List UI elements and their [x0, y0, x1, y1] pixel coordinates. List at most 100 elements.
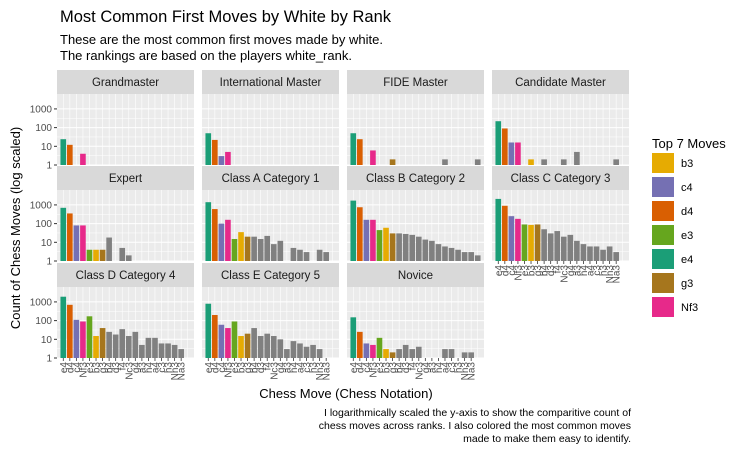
bar-g3	[389, 159, 396, 165]
bar-Na3	[316, 249, 323, 261]
legend-swatch-b3	[652, 153, 674, 173]
bar-c4	[218, 324, 225, 358]
chart-subtitle-line-1: These are the most common first moves ma…	[60, 32, 383, 47]
legend-swatch-e4	[652, 249, 674, 269]
x-tick-label: Na3	[467, 362, 478, 381]
bar-b4	[106, 331, 112, 358]
bar-c3	[442, 246, 448, 261]
bar-f3	[474, 159, 481, 165]
bar-b4	[396, 233, 402, 261]
bar-e3	[86, 316, 93, 358]
x-tick-label: c3	[302, 362, 313, 373]
bar-g4	[560, 236, 567, 261]
legend-title: Top 7 Moves	[652, 136, 726, 151]
legend-swatch-Nf3	[652, 297, 674, 317]
legend-label-e4: e4	[681, 254, 693, 266]
x-tick-label: h3	[599, 265, 610, 277]
x-tick-label: f4	[263, 362, 274, 371]
bar-Nf3	[225, 151, 231, 165]
bar-e3	[231, 321, 238, 358]
bar-d4	[357, 331, 363, 358]
bar-Nf3	[80, 321, 86, 358]
facet-panel: Class E Category 5e4d4c4Nf3e3b3g3b4d3f4N…	[202, 263, 339, 380]
x-tick-label: c3	[157, 362, 168, 373]
facet-panel: Expert 1 10 100 1000	[30, 166, 194, 268]
x-tick-label: g3	[388, 362, 399, 374]
x-tick-label: Nc3	[124, 362, 135, 380]
bar-d3	[402, 344, 409, 358]
bar-Nf3	[225, 328, 231, 358]
chart-title: Most Common First Moves by White by Rank	[60, 8, 392, 26]
bar-f4	[264, 333, 271, 358]
bar-Nh3	[468, 252, 474, 261]
facet-panel: Class A Category 1	[202, 166, 339, 262]
y-tick-label: 1	[46, 161, 52, 172]
bar-Na3	[606, 246, 613, 261]
x-tick-label: Na3	[612, 265, 623, 284]
bar-h3	[593, 246, 600, 261]
bar-a4	[580, 244, 587, 261]
bar-e4	[205, 303, 212, 358]
x-tick-label: f4	[553, 265, 564, 274]
bar-e3	[521, 224, 528, 261]
facet-strip-label: Novice	[398, 270, 433, 282]
x-tick-label: Nc3	[269, 362, 280, 380]
x-tick-label: d4	[210, 362, 221, 374]
x-tick-label: g3	[98, 362, 109, 374]
x-tick-label: Na3	[177, 362, 188, 381]
facet-panel: Class B Category 2	[347, 166, 484, 262]
x-tick-label: c4	[217, 362, 228, 373]
facet-panel: FIDE Master	[347, 70, 484, 166]
bar-Nh3	[178, 349, 184, 358]
facet-strip	[202, 70, 339, 94]
facet-strip-label: Class C Category 3	[511, 173, 611, 185]
bar-d4	[357, 139, 363, 165]
x-tick-label: a3	[572, 265, 583, 277]
bar-Nh3	[613, 159, 619, 165]
bar-f4	[409, 349, 416, 358]
x-tick-label: a4	[150, 362, 161, 374]
bar-g4	[125, 255, 132, 261]
bar-c3	[297, 343, 303, 358]
x-tick-label: Nc3	[414, 362, 425, 380]
x-tick-label: c4	[507, 265, 518, 276]
facet-strip	[57, 263, 194, 287]
bar-a3	[574, 240, 580, 261]
bar-b3	[93, 336, 99, 358]
bar-c3	[442, 349, 448, 358]
bar-d4	[212, 314, 218, 358]
x-tick-label: a3	[282, 362, 293, 374]
bar-g4	[270, 244, 277, 261]
bar-b3	[238, 232, 244, 261]
x-tick-label: c3	[592, 265, 603, 276]
x-tick-label: b4	[250, 362, 261, 374]
bar-g3	[99, 249, 106, 261]
x-tick-label: Nh3	[605, 265, 616, 284]
bar-b4	[541, 229, 547, 261]
x-tick-label: g4	[131, 362, 142, 374]
bar-d4	[502, 128, 508, 165]
bar-d4	[357, 207, 363, 261]
caption-line-1: I logarithmically scaled the y-axis to s…	[324, 407, 631, 419]
bar-d3	[257, 336, 264, 358]
bar-d4	[212, 139, 218, 165]
y-axis-title: Count of Chess Moves (log scaled)	[8, 127, 23, 329]
bar-d4	[67, 144, 73, 165]
x-tick-label: d4	[500, 265, 511, 277]
panel-background	[57, 94, 194, 165]
facet-panels: Grandmaster 1 10 100 1000 International Maste…	[30, 70, 629, 380]
panel-background	[202, 94, 339, 165]
bar-Nf3	[225, 219, 231, 261]
bar-h4	[600, 249, 606, 261]
y-tick-label: 100	[35, 316, 52, 327]
legend-label-b3: b3	[681, 158, 693, 170]
bar-c4	[363, 343, 370, 358]
facet-strip	[347, 166, 484, 190]
facet-strip	[202, 166, 339, 190]
bar-g3	[534, 224, 541, 261]
x-tick-label: a3	[427, 362, 438, 374]
facet-panel: Novice e4d4c4Nf3e3b3g3b4d3f4Nc3g4a3h4a4c3…	[347, 263, 484, 380]
bar-d3	[547, 233, 554, 261]
y-tick-label: 10	[41, 335, 53, 346]
